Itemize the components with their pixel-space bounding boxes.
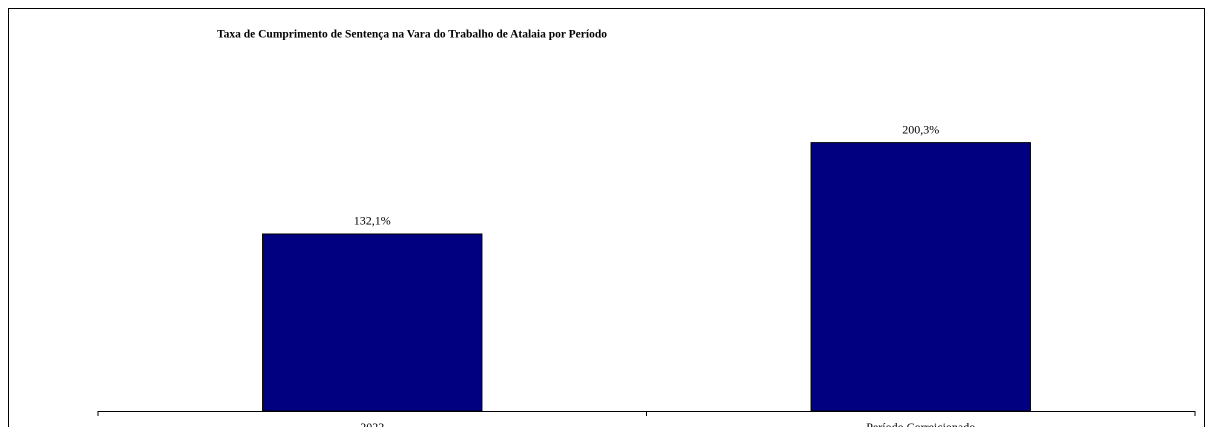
chart-title: Taxa de Cumprimento de Sentença na Vara … xyxy=(217,29,607,41)
bar xyxy=(810,142,1031,412)
data-label: 200,3% xyxy=(902,122,939,136)
x-tick-label: Período Correicionado xyxy=(866,420,975,427)
data-label: 132,1% xyxy=(354,214,391,228)
bar xyxy=(262,233,483,412)
x-tick-label: 2022 xyxy=(360,420,384,427)
